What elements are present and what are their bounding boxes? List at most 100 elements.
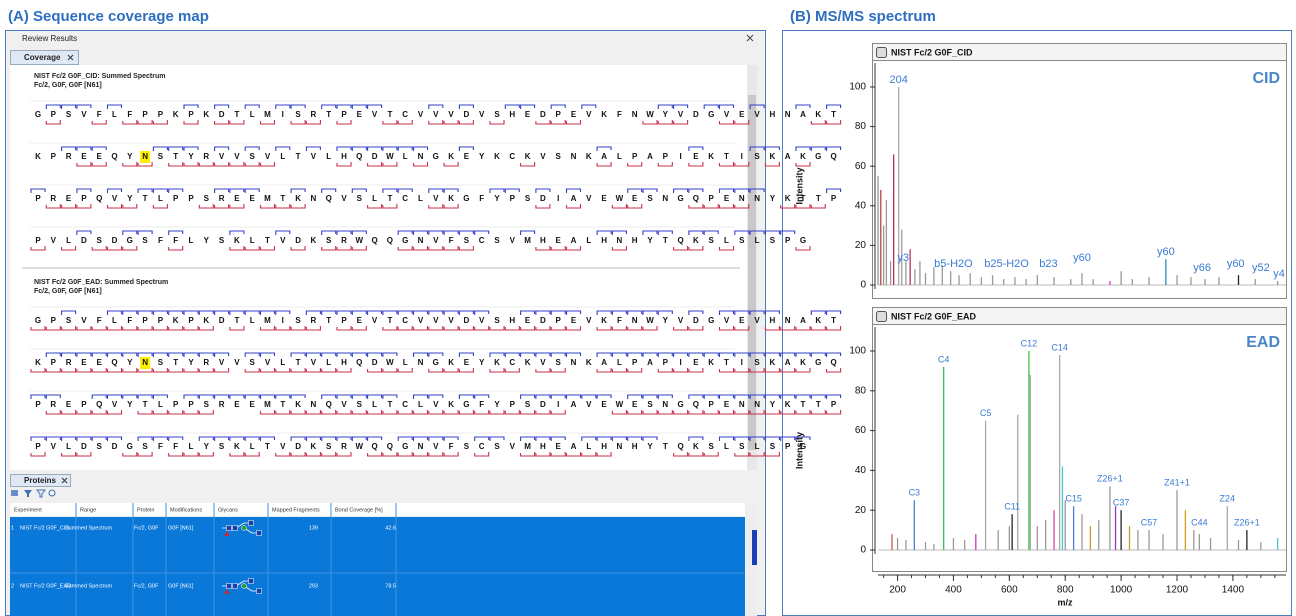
n-fragment bbox=[45, 352, 61, 357]
n-fragment bbox=[321, 230, 337, 235]
bond-coverage[interactable]: 78.5 bbox=[385, 583, 396, 589]
residue: Y bbox=[494, 400, 500, 409]
row-number[interactable]: 2 bbox=[11, 583, 14, 589]
n-fragment bbox=[30, 394, 46, 399]
residue: T bbox=[234, 110, 239, 119]
c-fragment bbox=[45, 368, 61, 373]
residue: P bbox=[81, 194, 87, 203]
residue: C bbox=[509, 152, 515, 161]
residue: A bbox=[571, 236, 577, 245]
residue: Y bbox=[494, 194, 500, 203]
table-scroll-thumb[interactable] bbox=[752, 530, 757, 565]
n-fragment bbox=[581, 394, 597, 399]
residue: L bbox=[586, 442, 591, 451]
residue: V bbox=[51, 236, 57, 245]
n-fragment bbox=[122, 352, 138, 357]
c-fragment bbox=[229, 204, 245, 209]
residue: R bbox=[341, 236, 347, 245]
toolbar-icon[interactable] bbox=[36, 489, 46, 498]
n-fragment bbox=[673, 352, 689, 357]
experiment[interactable]: NIST Fc/2 G0F_CID bbox=[20, 525, 69, 531]
residue: I bbox=[282, 110, 284, 119]
c-fragment bbox=[122, 204, 138, 209]
tab-label[interactable]: Coverage bbox=[24, 53, 61, 62]
residue: S bbox=[142, 236, 148, 245]
scrollbar-thumb[interactable] bbox=[748, 95, 756, 450]
n-fragment bbox=[198, 352, 214, 357]
checkbox[interactable] bbox=[876, 311, 887, 322]
c-fragment bbox=[305, 326, 321, 331]
c-fragment bbox=[183, 368, 199, 373]
n-fragment bbox=[596, 310, 612, 315]
residue: T bbox=[663, 236, 668, 245]
residue: M bbox=[264, 400, 271, 409]
residue: G bbox=[677, 194, 683, 203]
residue: R bbox=[311, 316, 317, 325]
residue: E bbox=[357, 316, 363, 325]
tab-close[interactable] bbox=[67, 54, 74, 61]
modification[interactable]: G0F [N61] bbox=[168, 583, 194, 589]
residue: I bbox=[557, 400, 559, 409]
c-fragment bbox=[168, 410, 184, 415]
residue: R bbox=[219, 194, 225, 203]
residue: T bbox=[387, 316, 392, 325]
n-fragment bbox=[367, 436, 383, 441]
n-fragment bbox=[826, 188, 842, 193]
tab-label[interactable]: Proteins bbox=[24, 476, 57, 485]
c-fragment bbox=[688, 204, 704, 209]
bond-coverage[interactable]: 42.6 bbox=[385, 525, 396, 531]
residue: Y bbox=[479, 152, 485, 161]
c-fragment bbox=[183, 120, 199, 125]
c-fragment bbox=[412, 246, 429, 251]
n-fragment bbox=[45, 104, 61, 109]
residue: N bbox=[311, 400, 317, 409]
experiment[interactable]: NIST Fc/2 G0F_EAD bbox=[20, 583, 71, 589]
residue: E bbox=[234, 194, 240, 203]
tab[interactable] bbox=[10, 50, 79, 65]
n-fragment bbox=[183, 310, 199, 315]
checkbox[interactable] bbox=[876, 47, 887, 58]
tab-close[interactable] bbox=[61, 477, 68, 484]
residue: D bbox=[295, 442, 301, 451]
toolbar-icon[interactable] bbox=[24, 490, 32, 497]
residue: L bbox=[372, 194, 377, 203]
residue: M bbox=[264, 194, 271, 203]
range[interactable]: Summed Spectrum bbox=[65, 525, 112, 531]
residue: A bbox=[571, 442, 577, 451]
tab[interactable] bbox=[10, 474, 71, 487]
residue: G bbox=[433, 152, 439, 161]
mapped-fragments[interactable]: 293 bbox=[309, 583, 318, 589]
residue: P bbox=[158, 110, 164, 119]
n-fragment bbox=[443, 436, 459, 441]
row-number[interactable]: 1 bbox=[11, 525, 14, 531]
residue: E bbox=[97, 152, 103, 161]
residue: W bbox=[616, 400, 624, 409]
glycan-residue bbox=[232, 583, 238, 589]
c-fragment bbox=[826, 326, 842, 331]
residue: Q bbox=[387, 236, 393, 245]
residue: Q bbox=[693, 194, 699, 203]
n-fragment bbox=[61, 436, 77, 441]
residue: K bbox=[785, 194, 791, 203]
toolbar-icon[interactable] bbox=[48, 489, 56, 497]
residue: S bbox=[250, 152, 256, 161]
range[interactable]: Summed Spectrum bbox=[65, 583, 112, 589]
column-header: Bond Coverage [%] bbox=[335, 507, 383, 513]
c-fragment bbox=[290, 204, 306, 209]
toolbar-icon[interactable] bbox=[11, 490, 18, 496]
close-icon[interactable] bbox=[746, 34, 754, 42]
c-fragment bbox=[673, 368, 689, 373]
mapped-fragments[interactable]: 139 bbox=[309, 525, 318, 531]
protein[interactable]: Fc/2, G0F bbox=[134, 583, 159, 589]
residue: Y bbox=[770, 400, 776, 409]
c-fragment bbox=[183, 326, 199, 331]
n-fragment bbox=[244, 394, 260, 399]
protein[interactable]: Fc/2, G0F bbox=[134, 525, 159, 531]
glycosite-highlight bbox=[140, 357, 151, 369]
c-fragment bbox=[718, 120, 735, 125]
residue: P bbox=[709, 194, 715, 203]
c-fragment bbox=[397, 326, 413, 331]
residue: G bbox=[127, 236, 133, 245]
modification[interactable]: G0F [N61] bbox=[168, 525, 194, 531]
